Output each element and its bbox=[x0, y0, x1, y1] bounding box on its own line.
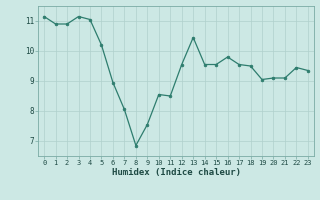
X-axis label: Humidex (Indice chaleur): Humidex (Indice chaleur) bbox=[111, 168, 241, 177]
